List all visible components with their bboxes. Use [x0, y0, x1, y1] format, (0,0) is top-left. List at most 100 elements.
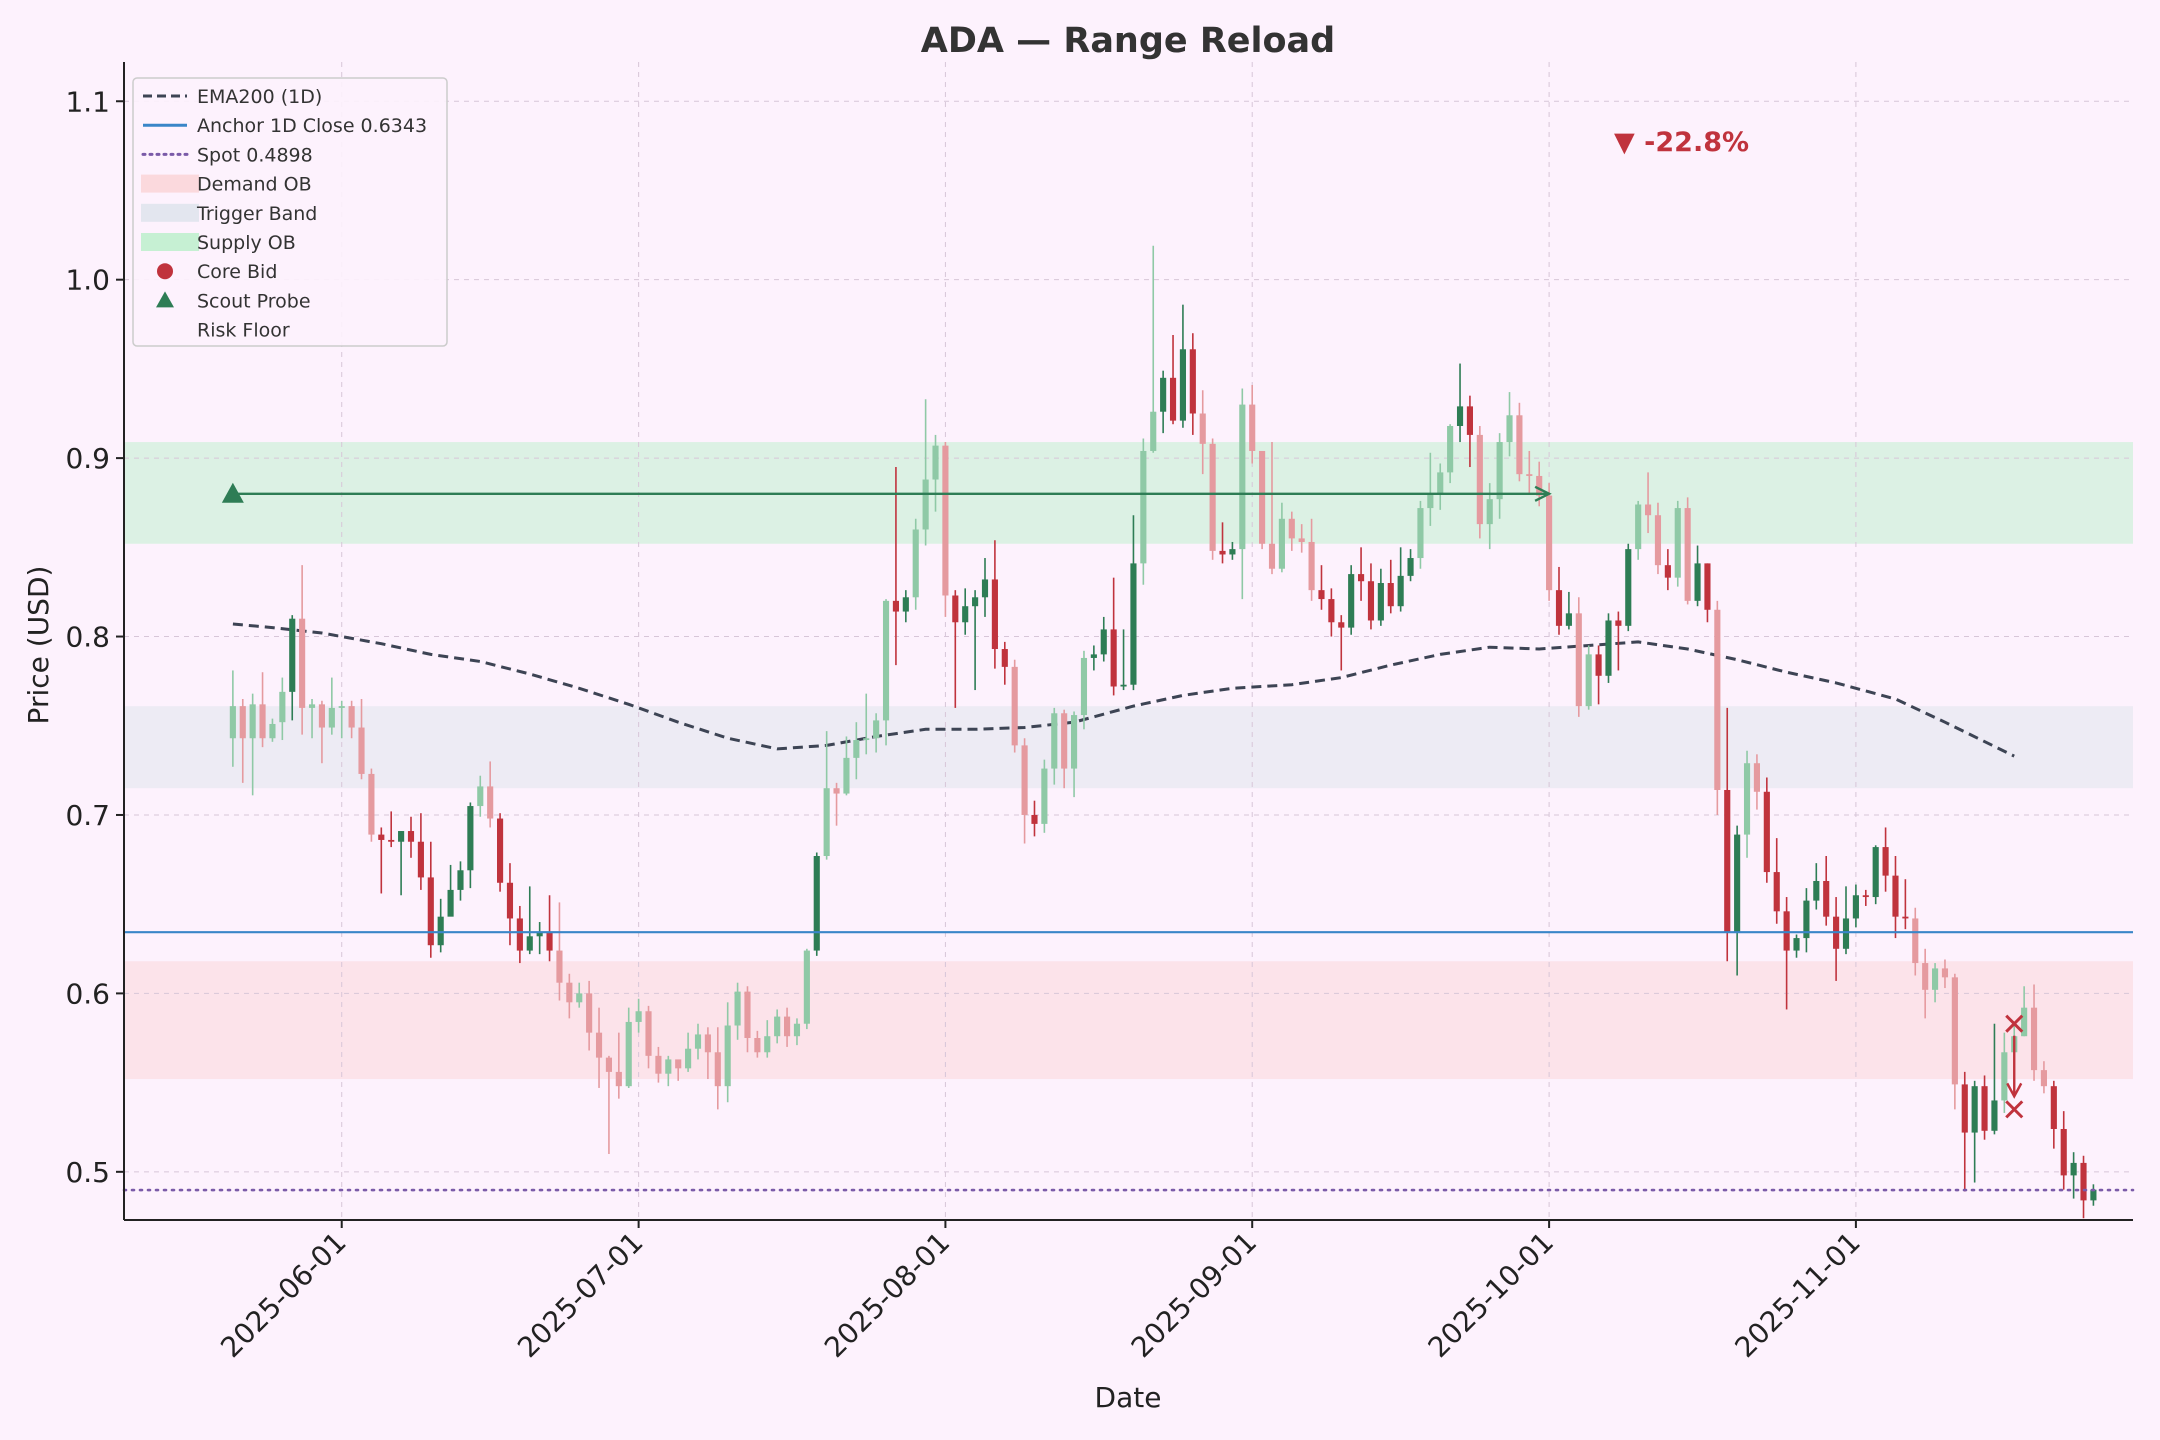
- candle-body: [1961, 1084, 1968, 1133]
- candle: [1219, 522, 1226, 564]
- candle: [437, 898, 444, 953]
- candle: [229, 670, 236, 767]
- candle-body: [586, 993, 593, 1033]
- legend-item: Anchor 1D Close 0.6343: [143, 115, 427, 137]
- legend-item: Supply OB: [141, 232, 296, 254]
- candle: [1615, 611, 1622, 671]
- ema200-line: [232, 622, 2015, 758]
- candle-body: [675, 1059, 682, 1069]
- candle-body: [1239, 404, 1246, 550]
- candle: [1823, 856, 1830, 926]
- candle: [1813, 863, 1820, 910]
- candle-body: [793, 1023, 801, 1037]
- candle-body: [378, 834, 385, 840]
- candle: [2040, 1061, 2047, 1094]
- candle-body: [912, 529, 919, 598]
- candle: [962, 588, 969, 635]
- candle-body: [1397, 575, 1404, 607]
- candle: [1377, 568, 1384, 626]
- candle-body: [1387, 583, 1394, 607]
- candle-body: [1753, 763, 1760, 792]
- legend-label: Trigger Band: [196, 203, 317, 225]
- candle: [1417, 500, 1424, 569]
- candle-body: [1724, 789, 1731, 933]
- candle-body: [1001, 649, 1008, 667]
- candle-body: [1932, 968, 1939, 990]
- candle-body: [615, 1071, 622, 1087]
- candle: [1862, 889, 1869, 906]
- candle: [1595, 645, 1602, 705]
- candle: [417, 813, 424, 890]
- candle: [1565, 591, 1572, 630]
- candle-body: [1862, 895, 1869, 898]
- candle-body: [625, 1021, 632, 1087]
- candle-body: [1991, 1100, 1998, 1131]
- candle-body: [1417, 508, 1424, 559]
- candle-body: [1971, 1086, 1978, 1133]
- candle-body: [813, 856, 820, 951]
- candle-body: [1278, 518, 1285, 569]
- candle-body: [1071, 715, 1078, 769]
- candle: [1189, 333, 1196, 435]
- candle-body: [526, 936, 533, 951]
- candle-body: [1199, 413, 1206, 444]
- candle: [1803, 888, 1810, 953]
- candle-body: [704, 1034, 711, 1053]
- legend-label: Scout Probe: [197, 290, 311, 312]
- legend: EMA200 (1D) Anchor 1D Close 0.6343 Spot 0.…: [132, 77, 448, 347]
- candle-body: [1021, 745, 1028, 815]
- candle: [516, 905, 523, 964]
- candle: [645, 1005, 652, 1069]
- candle-body: [1466, 406, 1473, 435]
- candle: [1130, 515, 1137, 691]
- candle-body: [843, 757, 850, 794]
- candle-body: [1338, 622, 1345, 628]
- candle-body: [1803, 900, 1810, 939]
- candle: [1051, 707, 1058, 785]
- y-tick-label: 0.9: [65, 442, 110, 475]
- candle: [348, 700, 355, 739]
- candle-body: [487, 786, 494, 819]
- candle: [289, 615, 296, 721]
- candle-body: [1536, 475, 1543, 496]
- candle: [447, 864, 454, 917]
- candle-body: [1219, 550, 1226, 555]
- candle-body: [784, 1016, 791, 1037]
- x-tick-label: 2025-10-01: [1422, 1226, 1560, 1364]
- candle: [784, 1007, 791, 1047]
- candle: [1546, 483, 1553, 601]
- candle-body: [1872, 847, 1879, 898]
- candle-body: [1160, 377, 1167, 412]
- candle-body: [665, 1059, 672, 1074]
- candle: [1516, 402, 1523, 482]
- candle: [2030, 984, 2038, 1081]
- candle-body: [1912, 918, 1919, 964]
- candle: [1783, 897, 1790, 1010]
- candle-body: [1882, 847, 1889, 876]
- candle-body: [635, 1011, 642, 1022]
- candle-body: [1011, 666, 1018, 746]
- candle-body: [407, 831, 415, 842]
- candle: [1387, 559, 1394, 614]
- candle: [1585, 645, 1592, 710]
- legend-swatch: [141, 233, 199, 251]
- x-axis-label: Date: [1095, 1381, 1162, 1414]
- candle: [1456, 363, 1464, 443]
- candle: [1555, 566, 1563, 635]
- candle: [1268, 442, 1276, 575]
- candle-body: [833, 788, 840, 794]
- candle: [912, 518, 919, 610]
- candle-body: [1120, 684, 1127, 687]
- candle: [1743, 750, 1751, 858]
- candle-body: [477, 786, 484, 807]
- candle: [1041, 759, 1048, 833]
- candle-body: [1229, 549, 1236, 555]
- candle: [1961, 1071, 1968, 1192]
- candle-body: [388, 839, 395, 842]
- candle: [338, 700, 345, 739]
- candle: [1120, 629, 1127, 691]
- candle: [1872, 845, 1879, 905]
- candle-body: [1308, 541, 1315, 591]
- legend-label: Core Bid: [197, 261, 277, 283]
- candle: [1625, 543, 1632, 632]
